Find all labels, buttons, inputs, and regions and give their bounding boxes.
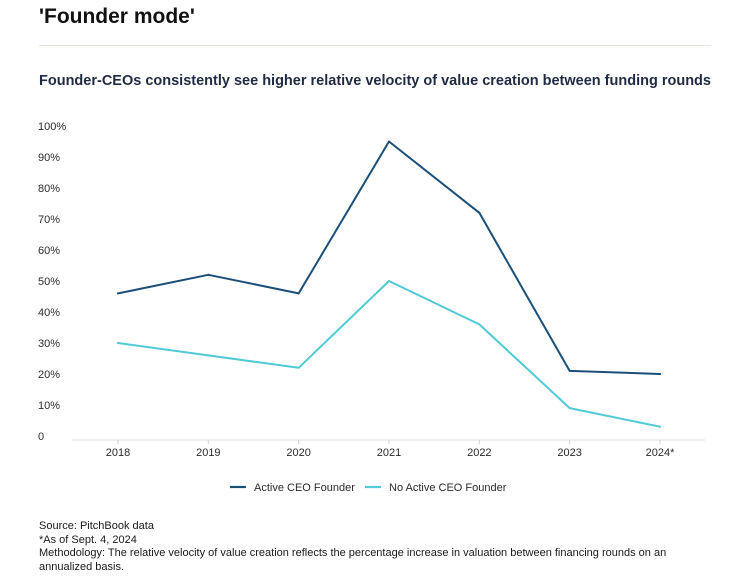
y-tick-label: 60%	[38, 245, 60, 257]
data-point	[207, 354, 210, 357]
source-note: Source: PitchBook data	[39, 520, 154, 532]
data-point	[117, 342, 119, 344]
x-tick-label: 2020	[286, 447, 310, 459]
methodology-note: Methodology: The relative velocity of va…	[39, 547, 667, 573]
data-point	[297, 292, 300, 295]
data-point	[297, 366, 300, 369]
series-line-0	[117, 140, 661, 375]
as-of-note: *As of Sept. 4, 2024	[39, 533, 137, 546]
x-tick-label: 2019	[196, 447, 220, 459]
series-lines	[117, 140, 661, 428]
data-point	[659, 425, 661, 428]
data-point	[388, 280, 390, 282]
data-point	[207, 273, 210, 276]
data-point	[117, 292, 119, 295]
x-tick-label: 2023	[557, 447, 581, 459]
legend: Active CEO Founder No Active CEO Founder	[230, 482, 507, 494]
y-tick-label: 80%	[38, 183, 60, 195]
page-title: 'Founder mode'	[39, 5, 195, 28]
y-tick-label: 30%	[38, 338, 60, 350]
legend-label: Active CEO Founder	[254, 482, 355, 494]
data-point	[568, 369, 571, 372]
legend-label: No Active CEO Founder	[389, 482, 507, 494]
y-tick-label: 0	[38, 431, 44, 443]
data-point	[568, 407, 571, 410]
y-tick-label: 100%	[38, 121, 66, 133]
line-chart: 010%20%30%40%50%60%70%80%90%100% 2018 201…	[38, 121, 705, 494]
x-tick-label: 2018	[106, 447, 130, 459]
series-line-1	[117, 280, 661, 428]
y-tick-label: 90%	[38, 152, 60, 164]
y-tick-label: 10%	[38, 400, 60, 412]
y-tick-label: 50%	[38, 276, 60, 288]
data-point	[388, 140, 390, 143]
title-divider	[39, 45, 711, 46]
y-tick-label: 40%	[38, 307, 60, 319]
x-tick-label: 2022	[467, 447, 491, 459]
data-point	[478, 323, 481, 326]
y-axis-ticks: 0 10% 20% 30% 40% 50% 60% 70% 80% 90% 100%	[38, 121, 66, 443]
chart-title: Founder-CEOs consistently see higher rel…	[39, 73, 711, 89]
y-tick-label: 20%	[38, 369, 60, 381]
footnotes: Source: PitchBook data *As of Sept. 4, 2…	[39, 520, 709, 574]
y-tick-label: 70%	[38, 214, 60, 226]
x-tick-label: 2021	[377, 447, 401, 459]
data-point	[478, 211, 481, 214]
data-point	[659, 373, 661, 375]
x-axis-ticks: 2018 2019 2020 2021 2022 2023 2024*	[106, 440, 675, 459]
x-tick-label: 2024*	[646, 447, 675, 459]
